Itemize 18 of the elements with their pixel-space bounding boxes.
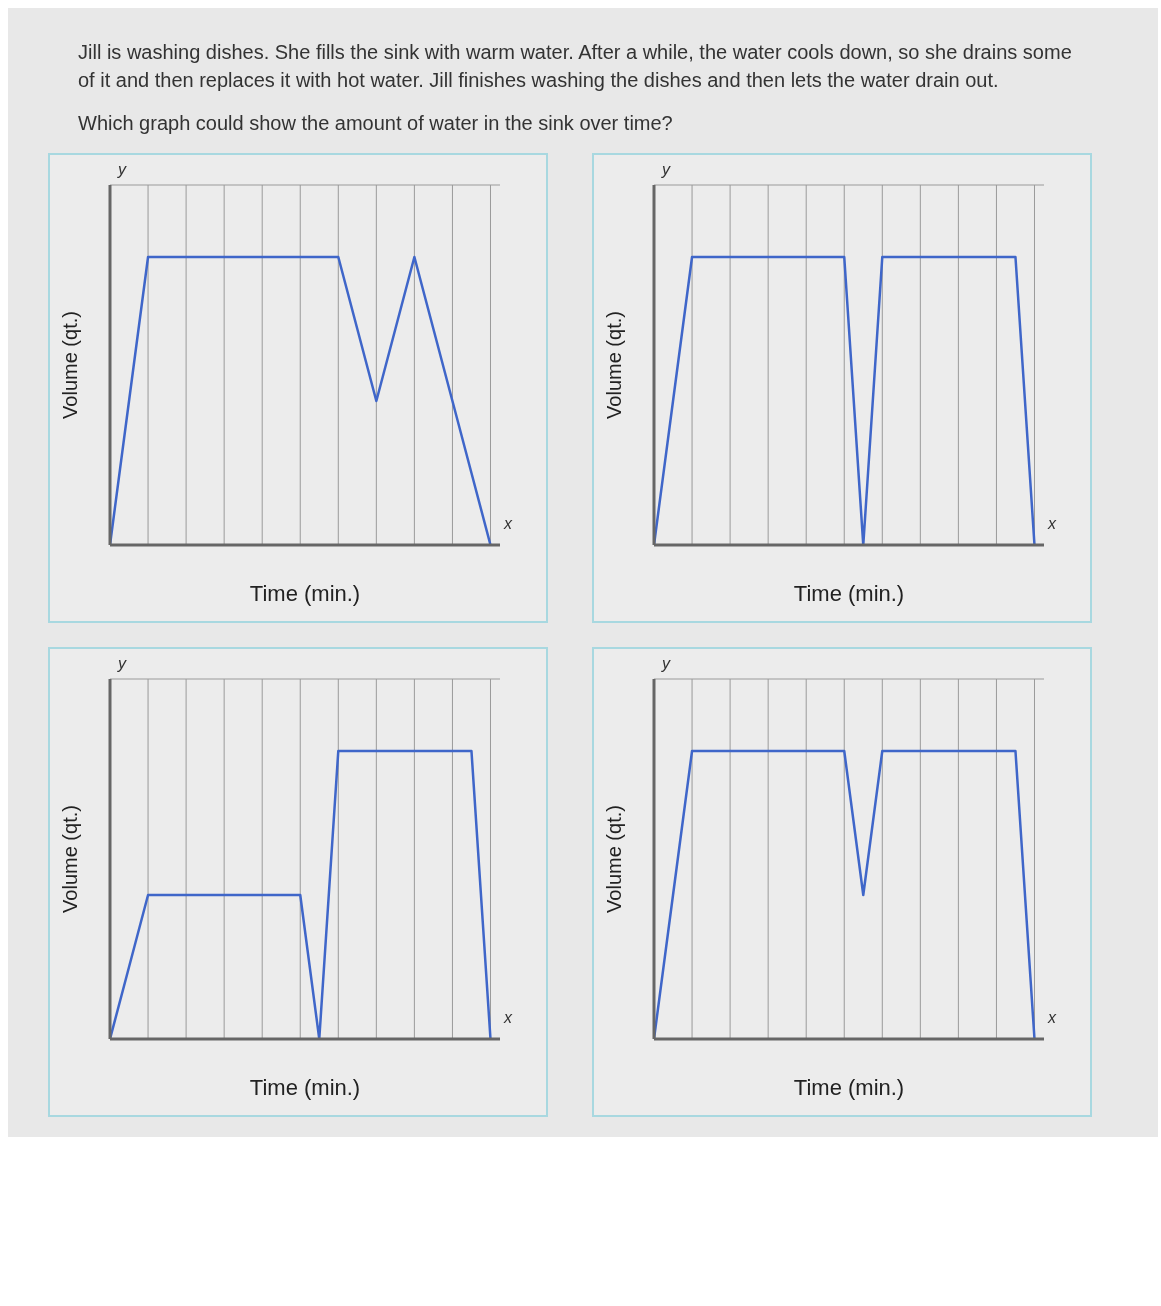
x-axis-title: Time (min.) (793, 581, 905, 606)
x-axis-title: Time (min.) (793, 1075, 905, 1100)
text: y (118, 655, 126, 673)
x-axis-title: Time (min.) (249, 581, 361, 606)
y-axis-title: Volume (qt.) (59, 311, 82, 419)
y-axis-title: Volume (qt.) (59, 805, 82, 913)
text: x (504, 1009, 512, 1027)
text: x (504, 515, 512, 533)
y-axis-title: Volume (qt.) (603, 805, 626, 913)
text: y (118, 161, 126, 179)
y-axis-title: Volume (qt.) (603, 311, 626, 419)
chart-subtitle: Which graph could show the amount of water in the sink over time? (78, 112, 674, 135)
text: x (1048, 1009, 1056, 1027)
x-axis-title: Time (min.) (249, 1075, 361, 1100)
text: x (1048, 515, 1056, 533)
text: Jill is washing dishes. She fills the sink with warm water. After a while, the water cools down, so she drains some of it and then replaces it with hot water. Jill finishes washing the dishes and then lets the water drain out. (78, 40, 1073, 93)
text: y (662, 161, 670, 179)
text: y (662, 655, 670, 673)
